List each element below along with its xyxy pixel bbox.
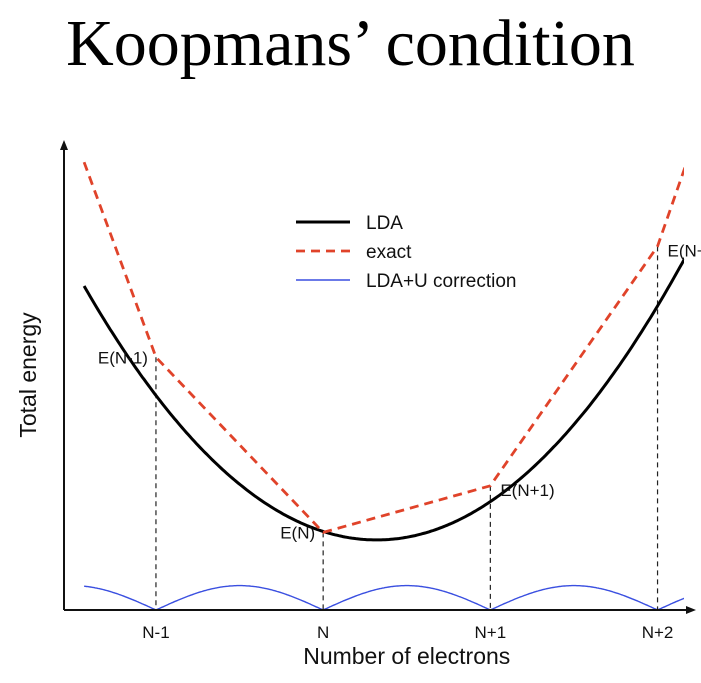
point-label: E(N+2) [668,241,701,260]
series-layer [82,161,684,610]
legend-label: exact [366,242,412,263]
point-label: E(N-1) [98,348,148,367]
slide-title: Koopmans’ condition [66,7,635,80]
point-label: E(N) [280,523,315,542]
x-tick-label: N+1 [475,623,507,642]
x-ticks: N-1 N N+1 N+2 [142,623,673,642]
legend-label: LDA [366,213,403,234]
x-axis-arrowhead [686,606,696,614]
y-axis-title: Total energy [15,312,41,438]
x-tick-label: N-1 [142,623,169,642]
y-axis-arrowhead [60,140,68,150]
x-axis-title: Number of electrons [303,643,510,669]
series-exact [82,161,684,534]
legend-label: LDA+U correction [366,271,516,292]
vertical-guides [155,246,659,610]
series-lda-u-correction [84,584,684,610]
point-label: E(N+1) [500,481,554,500]
point-labels: E(N-1) E(N) E(N+1) E(N+2) [98,241,701,542]
legend: LDA exact LDA+U correction [296,213,516,292]
x-tick-label: N [317,623,329,642]
series-lda [82,256,684,542]
x-tick-label: N+2 [642,623,674,642]
